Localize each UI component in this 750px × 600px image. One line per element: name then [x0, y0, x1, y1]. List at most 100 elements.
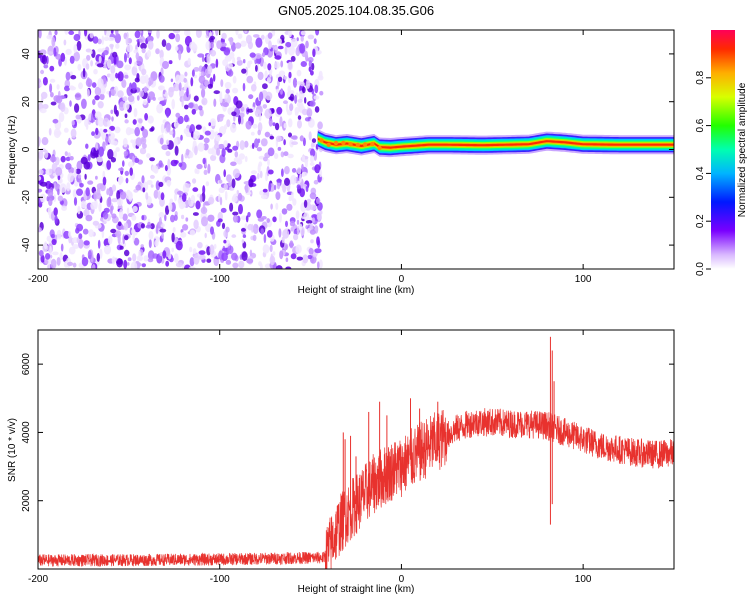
noise-speckle	[167, 158, 171, 169]
noise-speckle	[198, 250, 206, 255]
noise-speckle	[231, 111, 237, 117]
noise-speckle	[290, 227, 294, 232]
noise-speckle	[81, 256, 89, 267]
noise-speckle	[76, 188, 83, 196]
noise-speckle	[65, 71, 71, 81]
noise-speckle	[40, 69, 45, 75]
noise-speckle	[140, 136, 147, 145]
noise-speckle	[76, 223, 84, 232]
noise-speckle	[166, 124, 171, 133]
noise-speckle	[236, 190, 239, 195]
noise-speckle	[251, 223, 254, 233]
noise-speckle	[124, 119, 129, 124]
noise-speckle	[301, 154, 305, 162]
noise-speckle	[94, 95, 100, 101]
noise-speckle	[270, 203, 273, 210]
noise-speckle	[219, 91, 223, 102]
noise-speckle	[49, 78, 56, 83]
noise-speckle	[209, 118, 217, 127]
noise-speckle	[207, 83, 213, 89]
noise-speckle	[134, 30, 141, 39]
noise-speckle	[259, 170, 263, 179]
noise-speckle	[277, 76, 283, 83]
noise-speckle	[319, 222, 324, 229]
noise-speckle	[263, 61, 267, 70]
noise-speckle	[252, 234, 257, 242]
noise-speckle	[232, 87, 239, 94]
noise-speckle	[123, 222, 129, 231]
noise-speckle	[115, 230, 122, 238]
noise-speckle	[213, 243, 217, 250]
noise-speckle	[274, 61, 280, 69]
snr-panel: -200 -100 0 100 6000 4000 2000 Height of stra…	[7, 329, 675, 595]
noise-speckle	[254, 109, 262, 118]
noise-speckle	[238, 115, 241, 125]
noise-speckle	[245, 66, 249, 76]
noise-speckle	[304, 117, 311, 122]
noise-speckle	[292, 198, 297, 206]
noise-speckle	[196, 163, 203, 170]
noise-speckle	[60, 52, 66, 63]
noise-speckle	[123, 101, 130, 111]
noise-speckle	[235, 100, 243, 109]
noise-speckle	[68, 230, 72, 238]
noise-speckle	[110, 228, 117, 234]
noise-speckle	[309, 204, 317, 211]
noise-speckle	[50, 234, 55, 239]
noise-speckle	[38, 136, 41, 147]
noise-speckle	[285, 102, 289, 113]
noise-speckle	[98, 55, 102, 63]
noise-speckle	[201, 97, 208, 106]
noise-speckle	[244, 183, 249, 194]
noise-speckle	[161, 232, 165, 239]
noise-speckle	[285, 41, 292, 48]
noise-speckle	[241, 239, 245, 244]
noise-speckle	[257, 122, 263, 133]
noise-speckle	[134, 157, 140, 163]
noise-speckle	[260, 34, 265, 40]
noise-speckle	[38, 169, 44, 175]
noise-speckle	[45, 253, 51, 260]
noise-speckle	[108, 135, 115, 145]
noise-speckle	[78, 233, 83, 240]
noise-speckle	[223, 183, 228, 190]
noise-speckle	[54, 215, 58, 225]
noise-speckle	[79, 183, 84, 188]
noise-speckle	[312, 217, 316, 224]
noise-speckle	[77, 205, 81, 215]
noise-speckle	[299, 135, 304, 142]
noise-speckle	[168, 32, 176, 40]
noise-speckle	[147, 250, 155, 261]
noise-speckle	[85, 122, 89, 130]
colorbar-tick-label: 0.0	[695, 262, 706, 276]
noise-speckle	[225, 259, 232, 265]
colorbar-tick-label: 0.8	[695, 70, 706, 84]
noise-speckle	[85, 187, 90, 197]
noise-speckle	[164, 165, 168, 172]
noise-speckle	[202, 185, 206, 195]
noise-speckle	[147, 115, 154, 124]
noise-speckle	[266, 218, 271, 223]
spectrogram-x-label: Height of straight line (km)	[298, 285, 415, 296]
noise-speckle	[224, 190, 228, 201]
noise-speckle	[184, 83, 187, 92]
noise-speckle	[272, 251, 276, 256]
noise-speckle	[226, 119, 231, 128]
noise-speckle	[304, 50, 309, 60]
noise-speckle	[280, 60, 284, 68]
noise-speckle	[129, 167, 133, 176]
noise-speckle	[93, 191, 98, 202]
noise-speckle	[231, 178, 236, 189]
noise-speckle	[97, 78, 104, 89]
noise-speckle	[125, 36, 129, 46]
noise-speckle	[105, 30, 111, 37]
noise-speckle	[177, 115, 184, 125]
noise-speckle	[319, 169, 323, 178]
noise-speckle	[227, 245, 234, 254]
noise-speckle	[299, 43, 306, 54]
noise-speckle	[192, 178, 197, 184]
noise-speckle	[99, 93, 105, 101]
noise-speckle	[275, 265, 283, 269]
noise-speckle	[47, 189, 54, 197]
noise-speckle	[67, 172, 74, 183]
